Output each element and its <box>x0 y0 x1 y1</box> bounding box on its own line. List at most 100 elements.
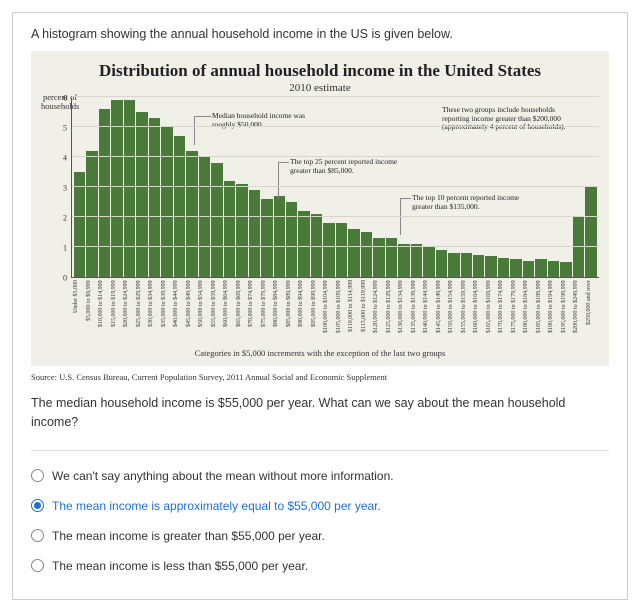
x-tick-label: $70,000 to $74,999 <box>248 280 260 344</box>
radio-icon[interactable] <box>31 559 44 572</box>
y-tick: 0 <box>63 274 67 283</box>
histogram-bar <box>423 247 434 277</box>
answer-option[interactable]: The mean income is approximately equal t… <box>31 491 609 521</box>
x-tick-label: $145,000 to $149,999 <box>436 280 448 344</box>
plot-wrap: 0123456 Median household income was roug… <box>41 98 599 278</box>
histogram-bar <box>149 118 160 277</box>
histogram-bar <box>461 253 472 277</box>
histogram-bar <box>436 250 447 277</box>
x-tick-label: $140,000 to $144,999 <box>423 280 435 344</box>
histogram-bar <box>224 181 235 277</box>
x-tick-label: $125,000 to $129,999 <box>386 280 398 344</box>
histogram-bar <box>585 187 596 277</box>
x-tick-label: $80,000 to $84,999 <box>273 280 285 344</box>
x-tick-label: $105,000 to $109,999 <box>336 280 348 344</box>
grid-line <box>72 96 599 97</box>
question-text: The median household income is $55,000 p… <box>31 394 609 432</box>
histogram-bar <box>535 259 546 277</box>
radio-icon[interactable] <box>31 499 44 512</box>
radio-icon[interactable] <box>31 529 44 542</box>
x-tick-label: $85,000 to $89,999 <box>286 280 298 344</box>
answer-option[interactable]: We can't say anything about the mean wit… <box>31 461 609 491</box>
x-tick-label: $250,000 and over <box>586 280 598 344</box>
x-tick-label: $175,000 to $179,999 <box>511 280 523 344</box>
radio-icon[interactable] <box>31 469 44 482</box>
annot-top10-l2: greater than $135,000. <box>412 203 552 212</box>
chart-subtitle: 2010 estimate <box>41 82 599 94</box>
x-tick-label: $160,000 to $164,999 <box>473 280 485 344</box>
x-tick-label: $170,000 to $174,999 <box>498 280 510 344</box>
histogram-bar <box>161 127 172 277</box>
x-tick-label: $190,000 to $194,999 <box>548 280 560 344</box>
histogram-bar <box>348 229 359 277</box>
histogram-bar <box>523 261 534 278</box>
question-card: A histogram showing the annual household… <box>12 12 628 600</box>
histogram-bar <box>473 255 484 278</box>
x-tick-label: $120,000 to $124,999 <box>373 280 385 344</box>
x-tick-label: $75,000 to $79,999 <box>261 280 273 344</box>
grid-line <box>72 156 599 157</box>
histogram-bar <box>361 232 372 277</box>
x-axis-caption: Categories in $5,000 increments with the… <box>41 348 599 358</box>
annot-top25: The top 25 percent reported income great… <box>290 158 430 175</box>
plot-area: Median household income was roughly $50,… <box>71 98 599 278</box>
answer-option[interactable]: The mean income is less than $55,000 per… <box>31 551 609 581</box>
answer-option[interactable]: The mean income is greater than $55,000 … <box>31 521 609 551</box>
x-tick-label: $150,000 to $154,999 <box>448 280 460 344</box>
histogram-bar <box>74 172 85 277</box>
histogram-bar <box>261 199 272 277</box>
y-tick: 4 <box>63 154 67 163</box>
x-tick-label: $100,000 to $104,999 <box>323 280 335 344</box>
x-tick-label: $165,000 to $169,999 <box>486 280 498 344</box>
histogram-bar <box>249 190 260 277</box>
histogram-bar <box>236 184 247 277</box>
histogram-bar <box>498 258 509 278</box>
x-tick-label: $115,000 to $119,999 <box>361 280 373 344</box>
histogram-bar <box>560 262 571 277</box>
y-tick: 3 <box>63 184 67 193</box>
histogram-bar <box>448 253 459 277</box>
grid-line <box>72 246 599 247</box>
x-tick-label: $110,000 to $114,999 <box>348 280 360 344</box>
options-list: We can't say anything about the mean wit… <box>31 461 609 581</box>
annot-last-l3: (approximately 4 percent of households). <box>442 123 597 132</box>
option-label: We can't say anything about the mean wit… <box>52 469 394 483</box>
x-tick-label: $135,000 to $139,999 <box>411 280 423 344</box>
grid-line <box>72 216 599 217</box>
grid-line <box>72 126 599 127</box>
x-tick-label: $185,000 to $189,999 <box>536 280 548 344</box>
annot-top10: The top 10 percent reported income great… <box>412 194 552 211</box>
x-tick-label: $130,000 to $134,999 <box>398 280 410 344</box>
separator <box>31 450 609 451</box>
histogram-bar <box>386 238 397 277</box>
y-tick: 6 <box>63 94 67 103</box>
intro-text: A histogram showing the annual household… <box>31 27 609 41</box>
x-tick-label: $200,000 to $249,999 <box>573 280 585 344</box>
y-tick: 5 <box>63 124 67 133</box>
histogram-bar <box>323 223 334 277</box>
histogram-bar <box>485 256 496 277</box>
x-tick-label: $65,000 to $69,999 <box>236 280 248 344</box>
histogram-bar <box>186 151 197 277</box>
annot-top25-l2: greater than $85,000. <box>290 167 430 176</box>
y-tick: 1 <box>63 244 67 253</box>
annot-last-groups: These two groups include households repo… <box>442 106 597 132</box>
x-tick-label: $50,000 to $54,999 <box>198 280 210 344</box>
histogram-bar <box>510 259 521 277</box>
x-axis-labels: Under $5,000$5,000 to $9,999$10,000 to $… <box>71 280 599 344</box>
x-tick-label: $155,000 to $159,999 <box>461 280 473 344</box>
x-tick-label: $10,000 to $14,999 <box>98 280 110 344</box>
x-tick-label: $180,000 to $184,999 <box>523 280 535 344</box>
x-tick-label: $45,000 to $49,999 <box>186 280 198 344</box>
histogram-bar <box>274 196 285 277</box>
histogram-bar <box>99 109 110 277</box>
x-tick-label: $35,000 to $39,999 <box>161 280 173 344</box>
histogram-bar <box>398 244 409 277</box>
x-tick-label: $60,000 to $64,999 <box>223 280 235 344</box>
histogram-bar <box>373 238 384 277</box>
histogram-bar <box>298 211 309 277</box>
x-tick-label: $20,000 to $24,999 <box>123 280 135 344</box>
y-tick: 2 <box>63 214 67 223</box>
x-tick-label: $95,000 to $99,999 <box>311 280 323 344</box>
histogram-bar <box>548 261 559 278</box>
